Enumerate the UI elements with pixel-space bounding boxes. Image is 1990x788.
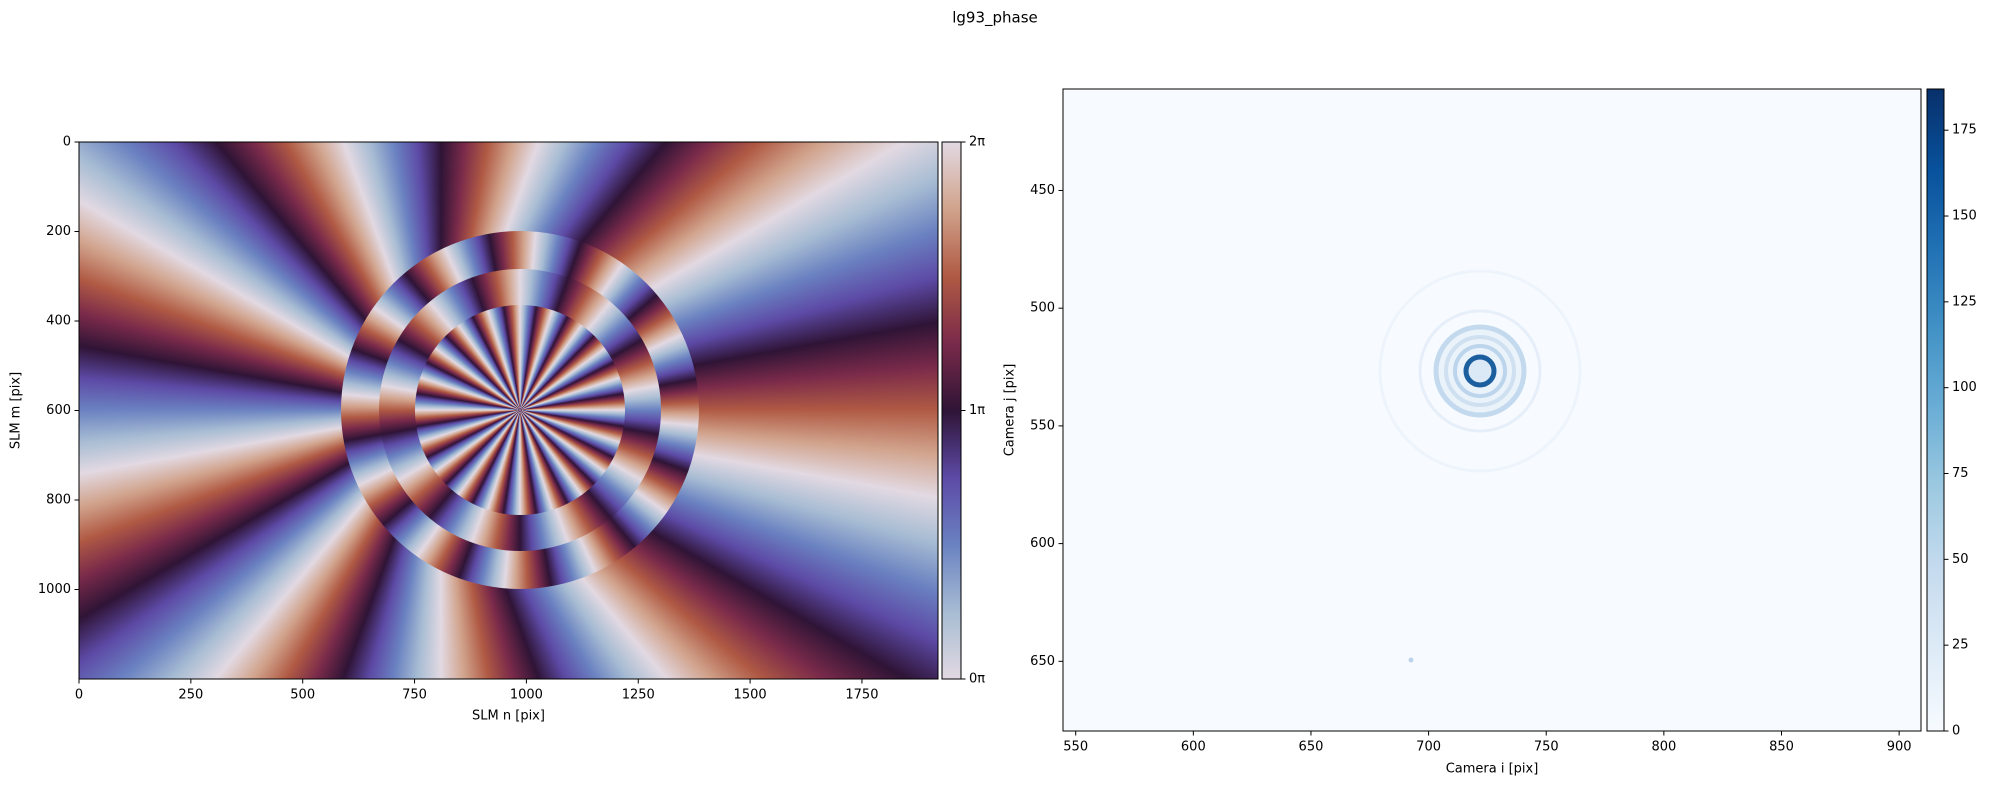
- ring: [1444, 335, 1516, 407]
- y-tick-label: 1000: [38, 582, 71, 597]
- x-tick-label: 900: [1887, 740, 1912, 755]
- colorbar: 0 25 50 75 100 125 150 175: [1926, 88, 1977, 739]
- colorbar: 0π 1π 2π: [941, 135, 985, 687]
- colorbar-tick-label: 25: [1952, 638, 1969, 653]
- colorbar-tick-label: 1π: [969, 403, 985, 418]
- x-tick-label: 1250: [622, 688, 655, 703]
- x-tick-label: 550: [1063, 740, 1088, 755]
- x-tick-label: 800: [1651, 740, 1676, 755]
- x-tick-label: 850: [1769, 740, 1794, 755]
- y-tick-label: 0: [63, 135, 71, 150]
- axes: 0 250 500 750 1000 1250 1500 1750 0 200 400 600 800 1…: [9, 135, 939, 724]
- x-tick-label: 600: [1181, 740, 1206, 755]
- x-tick-label: 1750: [845, 688, 878, 703]
- colorbar-tick-label: 0: [1952, 724, 1960, 739]
- x-tick-label: 750: [1534, 740, 1559, 755]
- colorbar-fill: [941, 141, 962, 680]
- ring: [1453, 344, 1507, 398]
- x-tick-label: 0: [75, 688, 83, 703]
- y-tick-label: 500: [1030, 301, 1055, 316]
- colorbar-tick-label: 175: [1952, 123, 1977, 138]
- colorbar-tick-label: 150: [1952, 209, 1977, 224]
- axes-frame: [78, 141, 939, 680]
- y-tick-label: 800: [46, 493, 71, 508]
- x-tick-label: 1500: [734, 688, 767, 703]
- colorbar-tick-label: 125: [1952, 294, 1977, 309]
- x-axis-label: SLM n [pix]: [472, 709, 545, 724]
- phase-image: [79, 142, 938, 679]
- colorbar-tick-label: 0π: [969, 672, 985, 687]
- axes: 550 600 650 700 750 800 850 900 450 500 550 600 650 C…: [1003, 88, 1922, 777]
- phase-ring-inner: [415, 305, 625, 515]
- x-tick-label: 1000: [510, 688, 543, 703]
- colorbar-fill: [1926, 88, 1945, 732]
- x-tick-label: 500: [290, 688, 315, 703]
- y-axis-label: SLM m [pix]: [9, 372, 24, 449]
- y-tick-label: 600: [46, 403, 71, 418]
- halo: [1418, 309, 1542, 433]
- x-tick-label: 650: [1299, 740, 1324, 755]
- halo: [1378, 269, 1582, 473]
- figure-title: lg93_phase: [952, 9, 1038, 28]
- y-axis-label: Camera j [pix]: [1003, 364, 1018, 457]
- x-tick-label: 250: [178, 688, 203, 703]
- x-tick-label: 750: [402, 688, 427, 703]
- colorbar-tick-label: 100: [1952, 380, 1977, 395]
- camera-spot: [1378, 269, 1582, 663]
- y-tick-label: 650: [1030, 654, 1055, 669]
- colorbar-tick-label: 50: [1952, 552, 1969, 567]
- speck: [1408, 657, 1414, 663]
- y-tick-label: 200: [46, 224, 71, 239]
- colorbar-tick-label: 2π: [969, 135, 985, 150]
- x-tick-label: 700: [1416, 740, 1441, 755]
- y-tick-label: 550: [1030, 418, 1055, 433]
- core-ring: [1463, 354, 1497, 388]
- y-tick-label: 400: [46, 314, 71, 329]
- y-tick-label: 450: [1030, 183, 1055, 198]
- y-tick-label: 600: [1030, 536, 1055, 551]
- x-axis-label: Camera i [pix]: [1446, 762, 1539, 777]
- axes-frame: [1062, 88, 1922, 732]
- colorbar-tick-label: 75: [1952, 466, 1969, 481]
